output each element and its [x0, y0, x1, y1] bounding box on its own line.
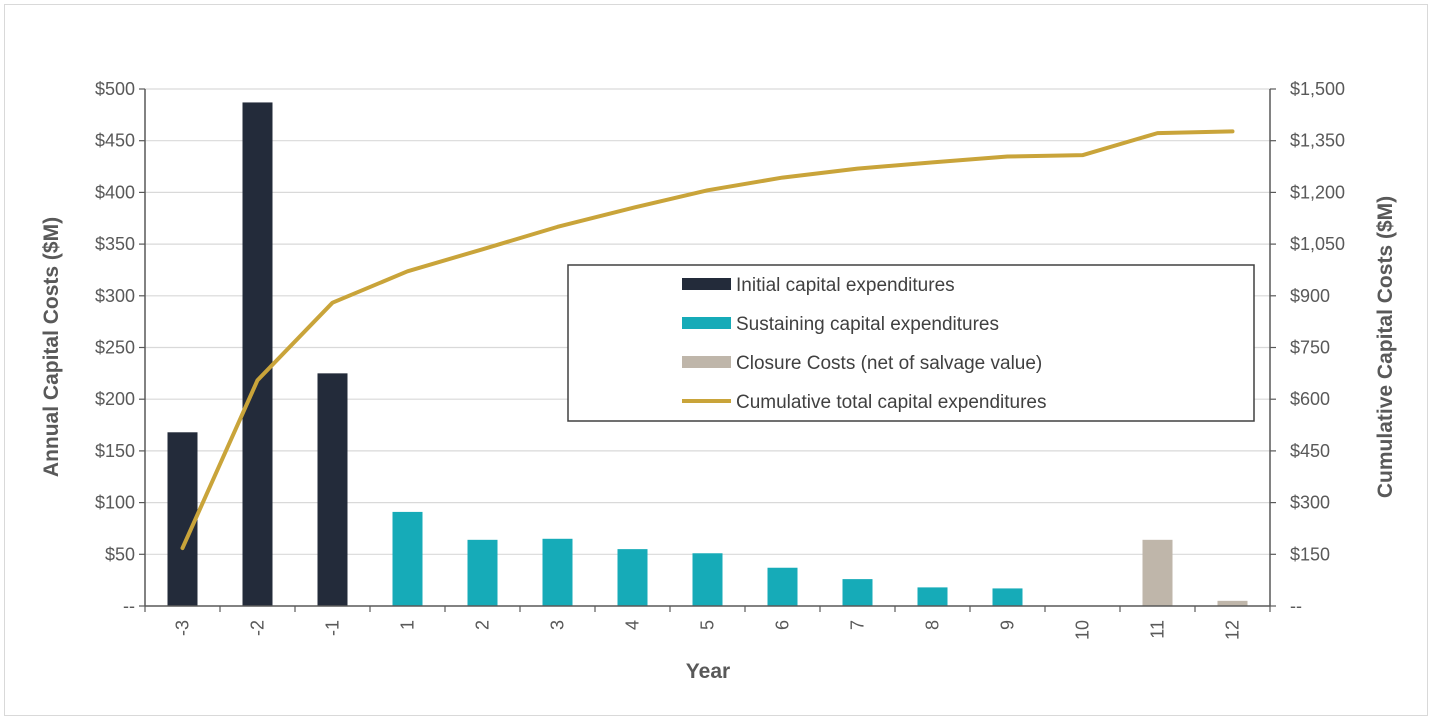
y-axis-title: Annual Capital Costs ($M)	[40, 217, 63, 477]
x-tick-label: 3	[548, 620, 568, 630]
x-tick-label: 9	[998, 620, 1018, 630]
legend-label: Sustaining capital expenditures	[736, 314, 999, 335]
bar	[542, 538, 573, 606]
x-tick-label: -1	[323, 620, 343, 636]
x-tick-label: 7	[848, 620, 868, 630]
bar	[1142, 539, 1173, 606]
legend-swatch	[682, 278, 731, 290]
x-tick-label: 8	[923, 620, 943, 630]
y2-axis-title: Cumulative Capital Costs ($M)	[1374, 196, 1397, 498]
left-tick-label: --	[123, 596, 135, 616]
x-axis-ticks: -3 -2 -1 1 2 3 4 5 6 7 8 9 10 11 12	[173, 620, 1243, 640]
left-tick-label: $300	[95, 286, 135, 306]
right-tick-label: --	[1290, 596, 1302, 616]
x-tick-label: 4	[623, 620, 643, 630]
left-tick-label: $50	[105, 544, 135, 564]
x-tick-label: -2	[248, 620, 268, 636]
bar	[992, 588, 1023, 606]
x-tick-label: 2	[473, 620, 493, 630]
legend-swatch	[682, 356, 731, 368]
axes	[139, 88, 1276, 612]
bar	[1217, 600, 1248, 606]
right-tick-label: $1,200	[1290, 182, 1345, 202]
cumulative-line-path	[180, 129, 1235, 551]
right-tick-label: $750	[1290, 338, 1330, 358]
right-tick-label: $450	[1290, 441, 1330, 461]
bars	[167, 102, 1248, 606]
x-axis-title: Year	[686, 660, 730, 683]
x-tick-label: 5	[698, 620, 718, 630]
right-tick-label: $1,350	[1290, 131, 1345, 151]
left-tick-label: $100	[95, 493, 135, 513]
legend-label: Cumulative total capital expenditures	[736, 392, 1047, 413]
cumulative-line	[180, 129, 1235, 551]
left-tick-label: $250	[95, 338, 135, 358]
bar	[392, 511, 423, 606]
right-tick-label: $600	[1290, 389, 1330, 409]
legend-label: Closure Costs (net of salvage value)	[736, 353, 1042, 374]
right-tick-label: $900	[1290, 286, 1330, 306]
bar	[767, 567, 798, 606]
right-tick-label: $150	[1290, 544, 1330, 564]
bar	[842, 579, 873, 606]
left-tick-label: $200	[95, 389, 135, 409]
legend: Initial capital expenditures Sustaining c…	[567, 264, 1255, 422]
bar	[242, 102, 273, 606]
left-tick-label: $350	[95, 234, 135, 254]
x-tick-label: 1	[398, 620, 418, 630]
left-axis-ticks: -- $50 $100 $150 $200 $250 $300 $350 $400 $450 $50…	[95, 79, 135, 616]
left-tick-label: $400	[95, 182, 135, 202]
bar	[617, 549, 648, 606]
right-tick-label: $300	[1290, 493, 1330, 513]
legend-swatch	[682, 317, 731, 329]
legend-box	[567, 264, 1255, 422]
left-tick-label: $500	[95, 79, 135, 99]
right-tick-label: $1,050	[1290, 234, 1345, 254]
bar	[467, 539, 498, 606]
bar	[692, 553, 723, 606]
bar	[167, 432, 198, 606]
bar	[917, 587, 948, 606]
left-tick-label: $150	[95, 441, 135, 461]
x-tick-label: 11	[1148, 620, 1168, 639]
left-tick-label: $450	[95, 131, 135, 151]
right-axis-ticks: -- $150 $300 $450 $600 $750 $900 $1,050 $1,200 $1…	[1290, 79, 1345, 616]
right-tick-label: $1,500	[1290, 79, 1345, 99]
legend-label: Initial capital expenditures	[736, 275, 955, 296]
bar	[317, 373, 348, 606]
x-tick-label: 6	[773, 620, 793, 630]
x-tick-label: 10	[1073, 620, 1093, 640]
x-tick-label: 12	[1223, 620, 1243, 640]
x-tick-label: -3	[173, 620, 193, 636]
